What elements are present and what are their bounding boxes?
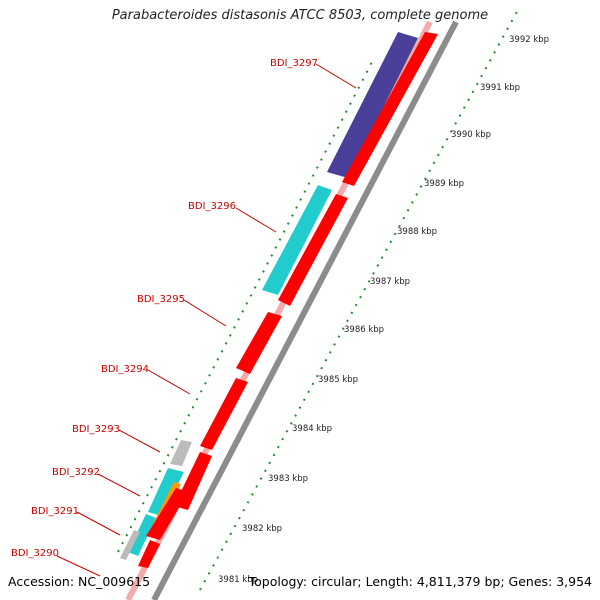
scale-labels: 3981 kbp 3982 kbp 3983 kbp 3984 kbp 3985… (218, 35, 549, 585)
tick-label: 3988 kbp (397, 227, 437, 237)
tick-label: 3981 kbp (218, 575, 258, 585)
map-title: Parabacteroides distasonis ATCC 8503, co… (111, 8, 489, 23)
accession-label: Accession: NC_009615 (8, 574, 151, 589)
tick-label: 3984 kbp (292, 424, 332, 434)
gene-label: BDI_3294 (101, 364, 149, 375)
leader-line (56, 555, 101, 577)
tick-label: 3992 kbp (509, 35, 549, 45)
gene-arrow-6 (146, 488, 188, 540)
gene-arrow-4 (200, 378, 248, 450)
gene-block-cyan (262, 185, 332, 295)
inner-lane-genes (138, 32, 438, 568)
tick-label: 3982 kbp (242, 524, 282, 534)
tick-label: 3990 kbp (451, 130, 491, 140)
tick-label: 3991 kbp (480, 83, 520, 93)
gene-arrow-7 (138, 540, 160, 568)
leader-line (76, 511, 121, 536)
gene-arrow-2 (278, 194, 348, 306)
leader-line (315, 63, 357, 89)
gene-label: BDI_3297 (270, 58, 318, 69)
gene-block-cyan-small (148, 468, 184, 516)
gene-label: BDI_3296 (188, 201, 236, 212)
backbone-shadow (151, 20, 459, 600)
gene-block-cyan-low (128, 514, 156, 556)
scale-tick-track (199, 5, 521, 591)
leader-line (97, 473, 141, 497)
leader-line (118, 429, 161, 453)
tick-label: 3985 kbp (318, 375, 358, 385)
tick-label: 3987 kbp (370, 277, 410, 287)
leader-line (147, 369, 191, 395)
gene-block-gray-top (170, 440, 192, 466)
gene-arrow-1 (342, 32, 438, 186)
tick-label: 3989 kbp (424, 179, 464, 189)
gene-label: BDI_3293 (72, 424, 120, 435)
gene-block-gray-low (120, 530, 140, 560)
gene-label: BDI_3292 (52, 467, 100, 478)
gene-label: BDI_3295 (137, 294, 185, 305)
gene-label: BDI_3290 (11, 548, 59, 559)
gene-block-purple (327, 32, 418, 178)
outer-tick-track (117, 61, 373, 553)
genome-info-label: Topology: circular; Length: 4,811,379 bp… (248, 574, 592, 589)
gene-labels: BDI_3297 BDI_3296 BDI_3295 BDI_3294 BDI_… (11, 58, 357, 577)
leader-line (183, 299, 227, 327)
gene-arrow-3 (236, 312, 282, 374)
gene-label: BDI_3291 (31, 506, 79, 517)
tick-label: 3983 kbp (268, 474, 308, 484)
leader-line (235, 207, 277, 233)
tick-label: 3986 kbp (344, 325, 384, 335)
